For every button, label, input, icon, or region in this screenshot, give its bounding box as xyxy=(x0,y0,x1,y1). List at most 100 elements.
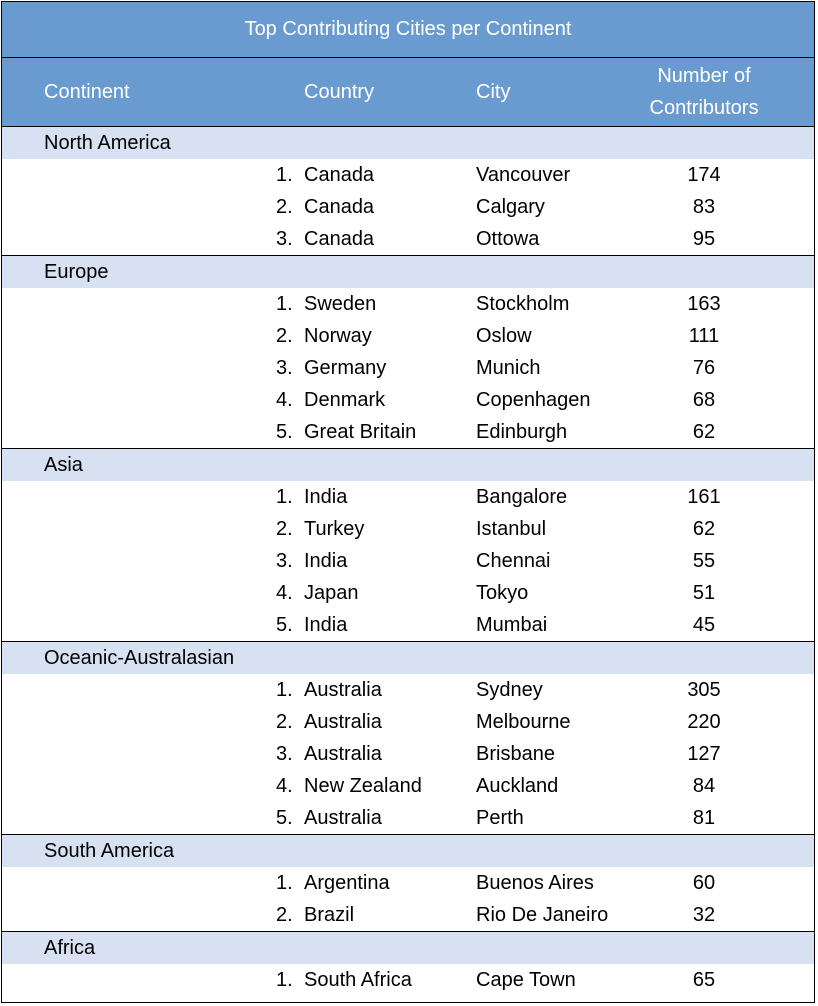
city-cell: Melbourne xyxy=(476,711,571,733)
table-row: 3. Canada Ottowa 95 xyxy=(2,223,814,255)
rank-number: 2. xyxy=(276,325,293,347)
table-row: 4. New Zealand Auckland 84 xyxy=(2,770,814,802)
rank-number: 2. xyxy=(276,904,293,926)
country-cell: Australia xyxy=(304,743,382,765)
rank-number: 5. xyxy=(276,807,293,829)
city-cell: Tokyo xyxy=(476,582,529,604)
city-cell: Auckland xyxy=(476,775,559,797)
contributors-count-cell: 55 xyxy=(692,550,716,572)
rank-number: 1. xyxy=(276,486,293,508)
rank-number: 1. xyxy=(276,969,293,991)
city-cell: Sydney xyxy=(476,679,543,701)
table-row: 1. Australia Sydney 305 xyxy=(2,674,814,706)
continent-label: Oceanic-Australasian xyxy=(2,642,814,674)
table-row: 2. Canada Calgary 83 xyxy=(2,191,814,223)
rank-number: 3. xyxy=(276,357,293,379)
continent-section: Africa 1. South Africa Cape Town 65 xyxy=(2,932,814,996)
continent-section: Oceanic-Australasian 1. Australia Sydney 305… xyxy=(2,642,814,835)
city-cell: Perth xyxy=(476,807,524,829)
rank-number: 1. xyxy=(276,679,293,701)
country-cell: Canada xyxy=(304,228,375,250)
table-row: 3. Germany Munich 76 xyxy=(2,352,814,384)
city-cell: Mumbai xyxy=(476,614,548,636)
continent-section: North America 1. Canada Vancouver 174 2. Canad… xyxy=(2,127,814,256)
continent-label: Europe xyxy=(2,256,814,288)
contributors-count-cell: 95 xyxy=(692,228,716,250)
contributors-count-cell: 51 xyxy=(692,582,716,604)
city-cell: Chennai xyxy=(476,550,551,572)
header-continent: Continent xyxy=(44,80,130,103)
country-cell: Germany xyxy=(304,357,387,379)
contributors-count-cell: 65 xyxy=(692,969,716,991)
table-row: 4. Japan Tokyo 51 xyxy=(2,577,814,609)
table-row: 4. Denmark Copenhagen 68 xyxy=(2,384,814,416)
rank-number: 5. xyxy=(276,421,293,443)
contributors-count-cell: 60 xyxy=(692,872,716,894)
country-cell: Australia xyxy=(304,679,382,701)
table-header-row: Continent Country City Number of Contrib… xyxy=(2,58,814,127)
table-row: 1. Canada Vancouver 174 xyxy=(2,159,814,191)
table-row: 1. Argentina Buenos Aires 60 xyxy=(2,867,814,899)
contributors-count-cell: 83 xyxy=(692,196,716,218)
table-row: 2. Turkey Istanbul 62 xyxy=(2,513,814,545)
table-title: Top Contributing Cities per Continent xyxy=(2,2,814,58)
country-cell: Canada xyxy=(304,196,375,218)
rank-number: 1. xyxy=(276,293,293,315)
rank-number: 1. xyxy=(276,164,293,186)
rank-number: 2. xyxy=(276,196,293,218)
contributors-count-cell: 174 xyxy=(687,164,721,186)
city-cell: Buenos Aires xyxy=(476,872,594,894)
city-cell: Oslow xyxy=(476,325,532,347)
rank-number: 4. xyxy=(276,775,293,797)
header-number-of-contributors: Number of Contributors xyxy=(649,65,759,119)
contributors-count-cell: 305 xyxy=(687,679,721,701)
country-cell: South Africa xyxy=(304,969,412,991)
continent-label: Africa xyxy=(2,932,814,964)
contributors-count-cell: 161 xyxy=(687,486,721,508)
rank-number: 4. xyxy=(276,389,293,411)
table-row: 1. India Bangalore 161 xyxy=(2,481,814,513)
country-cell: New Zealand xyxy=(304,775,422,797)
header-country: Country xyxy=(304,80,375,103)
city-cell: Cape Town xyxy=(476,969,576,991)
rank-number: 4. xyxy=(276,582,293,604)
table-row: 2. Brazil Rio De Janeiro 32 xyxy=(2,899,814,931)
city-cell: Calgary xyxy=(476,196,545,218)
rank-number: 2. xyxy=(276,711,293,733)
rank-number: 2. xyxy=(276,518,293,540)
contributors-count-cell: 32 xyxy=(692,904,716,926)
contributors-count-cell: 84 xyxy=(692,775,716,797)
rank-number: 3. xyxy=(276,743,293,765)
country-cell: Argentina xyxy=(304,872,390,894)
rank-number: 3. xyxy=(276,228,293,250)
contributors-count-cell: 81 xyxy=(692,807,716,829)
table-row: 1. Sweden Stockholm 163 xyxy=(2,288,814,320)
table-row: 3. India Chennai 55 xyxy=(2,545,814,577)
contributors-count-cell: 220 xyxy=(687,711,721,733)
table-row: 5. India Mumbai 45 xyxy=(2,609,814,641)
continent-label: North America xyxy=(2,127,814,159)
country-cell: Canada xyxy=(304,164,375,186)
country-cell: Australia xyxy=(304,711,382,733)
rank-number: 3. xyxy=(276,550,293,572)
table-row: 2. Norway Oslow 111 xyxy=(2,320,814,352)
contributors-count-cell: 62 xyxy=(692,421,716,443)
table-row: 1. South Africa Cape Town 65 xyxy=(2,964,814,996)
table-row: 2. Australia Melbourne 220 xyxy=(2,706,814,738)
contributors-count-cell: 76 xyxy=(692,357,716,379)
country-cell: Brazil xyxy=(304,904,355,926)
contributors-count-cell: 111 xyxy=(688,325,720,347)
country-cell: Australia xyxy=(304,807,382,829)
continent-section: Europe 1. Sweden Stockholm 163 2. Norway Oslow 1… xyxy=(2,256,814,449)
city-cell: Ottowa xyxy=(476,228,540,250)
city-cell: Bangalore xyxy=(476,486,568,508)
country-cell: Denmark xyxy=(304,389,386,411)
city-cell: Istanbul xyxy=(476,518,547,540)
table-row: 5. Australia Perth 81 xyxy=(2,802,814,834)
header-city: City xyxy=(476,80,511,103)
country-cell: Japan xyxy=(304,582,359,604)
continent-label: Asia xyxy=(2,449,814,481)
city-cell: Vancouver xyxy=(476,164,571,186)
country-cell: Great Britain xyxy=(304,421,417,443)
